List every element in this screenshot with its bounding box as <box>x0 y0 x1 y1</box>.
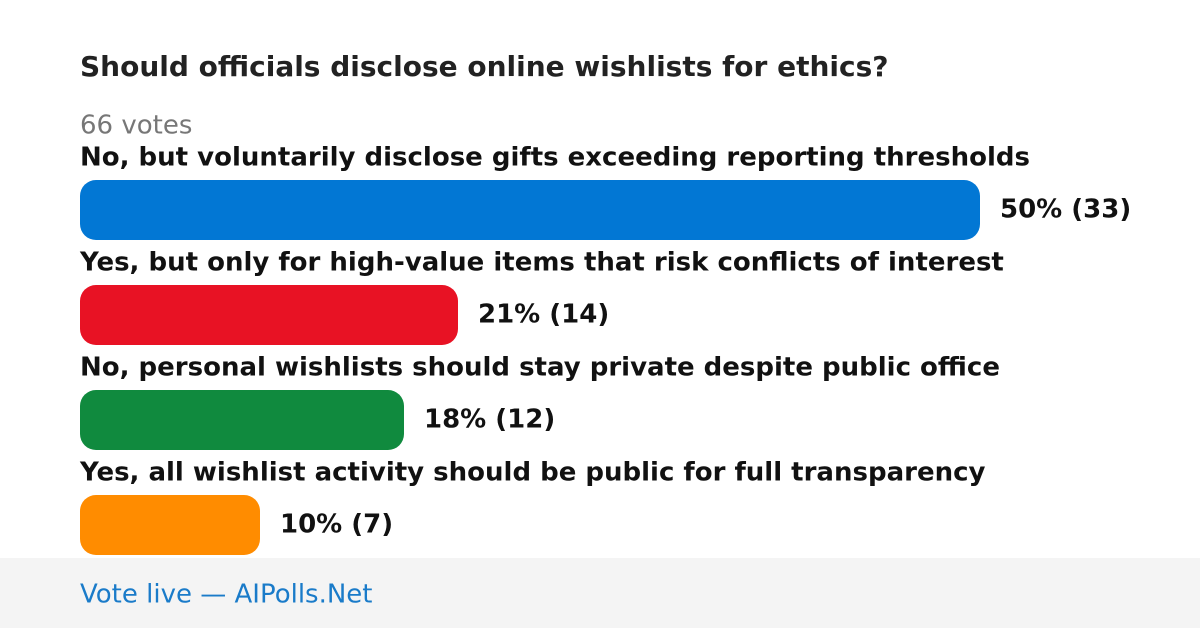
option-label: No, personal wishlists should stay priva… <box>80 353 1000 383</box>
chart-title: Should officials disclose online wishlis… <box>80 50 889 83</box>
option-label: Yes, but only for high-value items that … <box>79 248 1004 278</box>
footer-band <box>0 558 1200 628</box>
bar <box>80 180 980 240</box>
footer-link[interactable]: Vote live — AIPolls.Net <box>80 580 373 610</box>
option-label: Yes, all wishlist activity should be pub… <box>79 458 985 488</box>
value-label: 10% (7) <box>280 510 393 540</box>
value-label: 50% (33) <box>1000 195 1131 225</box>
bar <box>80 285 458 345</box>
value-label: 18% (12) <box>424 405 555 435</box>
option-label: No, but voluntarily disclose gifts excee… <box>80 143 1030 173</box>
vote-count: 66 votes <box>80 111 192 141</box>
value-label: 21% (14) <box>478 300 609 330</box>
bar <box>80 390 404 450</box>
bar <box>80 495 260 555</box>
